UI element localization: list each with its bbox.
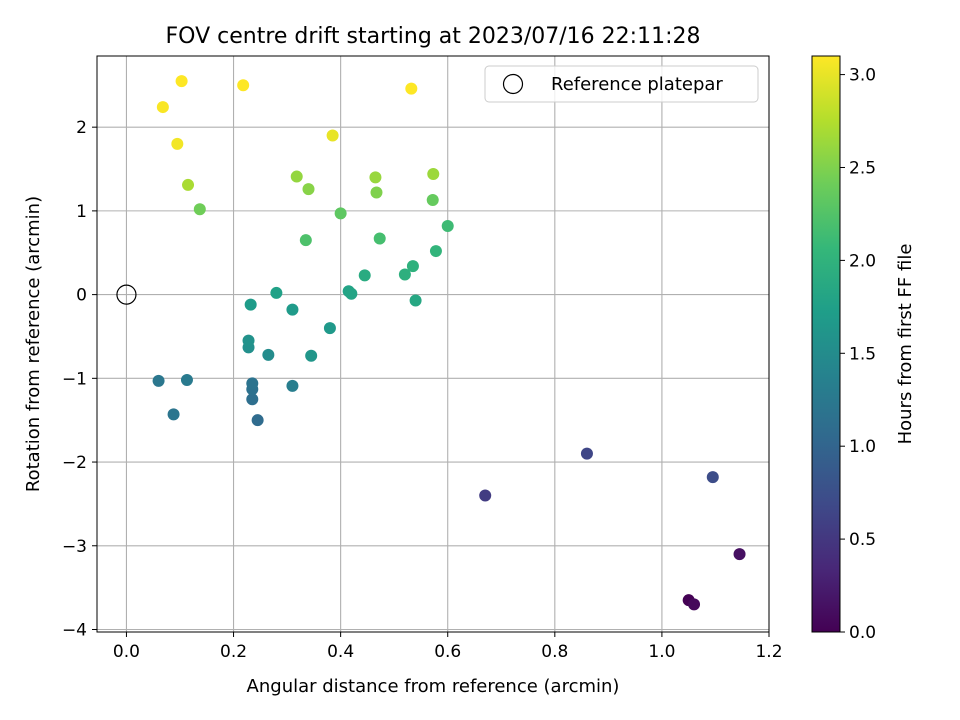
data-point (251, 414, 264, 427)
data-point (305, 349, 318, 362)
x-tick-label: 0.2 (220, 642, 247, 662)
data-point (370, 186, 383, 199)
data-point (156, 101, 169, 114)
data-point (290, 170, 303, 183)
colorbar-tick-label: 2.0 (849, 251, 876, 271)
data-point (171, 137, 184, 150)
x-tick-label: 0.6 (434, 642, 461, 662)
data-point (345, 287, 358, 300)
legend: Reference platepar (484, 65, 759, 103)
data-point (406, 260, 419, 273)
colorbar-tick-label: 1.5 (849, 344, 876, 364)
y-tick-label: 0 (76, 286, 87, 306)
data-point (286, 379, 299, 392)
data-point (427, 168, 440, 181)
y-gridlines (97, 126, 769, 631)
colorbar-gradient (812, 56, 840, 632)
data-point (242, 334, 255, 347)
data-point (270, 286, 283, 299)
data-point (193, 203, 206, 216)
data-point (152, 374, 165, 387)
data-point (429, 245, 442, 258)
data-point (479, 489, 492, 502)
y-axis-ticks: −4 −3 −2 −1 0 1 2 (62, 118, 97, 640)
data-point (323, 322, 336, 335)
x-axis-label: Angular distance from reference (arcmin) (247, 676, 620, 697)
data-points (152, 75, 746, 611)
data-point (409, 294, 422, 307)
colorbar-tick-label: 0.0 (849, 623, 876, 643)
y-tick-label: −1 (62, 369, 87, 389)
data-point (246, 393, 259, 406)
data-point (398, 268, 411, 281)
reference-platepar-point (116, 284, 137, 305)
plot-frame (96, 55, 770, 633)
colorbar-label: Hours from first FF file (895, 244, 916, 445)
data-point (237, 79, 250, 92)
colorbar-tick-label: 1.0 (849, 437, 876, 457)
data-point (180, 374, 193, 386)
data-point (326, 129, 339, 142)
data-point (246, 377, 259, 390)
reference-marker (116, 284, 137, 305)
data-point (688, 598, 701, 611)
data-point (182, 178, 195, 191)
data-point (358, 269, 371, 282)
data-point (580, 447, 593, 460)
x-tick-label: 0.4 (327, 642, 354, 662)
x-tick-label: 0.8 (541, 642, 568, 662)
legend-box (484, 65, 759, 103)
x-tick-label: 1.0 (648, 642, 675, 662)
x-axis-ticks: 0.0 0.2 0.4 0.6 0.8 1.0 1.2 (113, 632, 783, 662)
data-point (302, 183, 315, 196)
data-point (262, 348, 275, 361)
colorbar-ticks: 0.0 0.5 1.0 1.5 2.0 2.5 3.0 (840, 66, 876, 643)
data-point (373, 232, 386, 245)
legend-label-reference-platepar: Reference platepar (551, 74, 723, 95)
data-point (405, 82, 418, 95)
y-tick-label: −3 (62, 537, 87, 557)
data-point (286, 303, 299, 316)
y-tick-label: −2 (62, 453, 87, 473)
chart-title: FOV centre drift starting at 2023/07/16 … (166, 24, 701, 49)
legend-reference-marker (502, 73, 524, 95)
data-point (733, 548, 746, 561)
y-axis-label: Rotation from reference (arcmin) (23, 196, 44, 492)
colorbar-tick-label: 2.5 (849, 158, 876, 178)
colorbar-tick-label: 3.0 (849, 66, 876, 86)
data-point (426, 194, 439, 206)
data-point (369, 171, 382, 184)
data-point (167, 408, 180, 421)
y-tick-label: 2 (76, 118, 87, 138)
data-point (244, 298, 257, 311)
y-tick-label: 1 (76, 202, 87, 222)
data-point (175, 75, 188, 88)
colorbar-tick-label: 0.5 (849, 530, 876, 550)
colorbar-frame (811, 55, 841, 633)
data-point (334, 207, 347, 220)
y-tick-label: −4 (62, 620, 87, 640)
data-point (706, 471, 719, 484)
data-point (299, 234, 312, 247)
x-tick-label: 0.0 (113, 642, 140, 662)
data-point (441, 219, 454, 232)
x-tick-label: 1.2 (755, 642, 782, 662)
